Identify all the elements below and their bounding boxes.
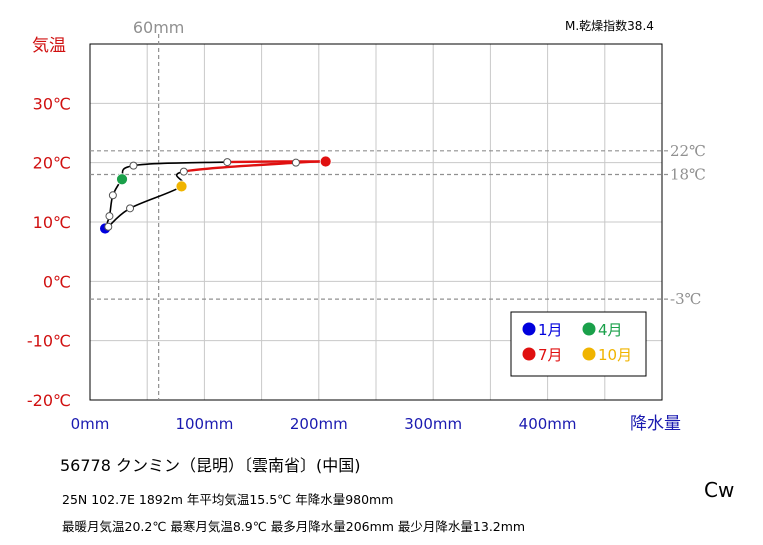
curve-segment bbox=[183, 161, 297, 173]
month-point-9 bbox=[179, 167, 188, 176]
legend-marker bbox=[522, 322, 536, 336]
month-point-8 bbox=[291, 158, 300, 167]
legend-marker bbox=[522, 347, 536, 361]
y-tick-label: 10℃ bbox=[33, 213, 71, 232]
curve-segment bbox=[129, 185, 182, 210]
y-tick-label: -20℃ bbox=[27, 391, 71, 410]
month-point-3 bbox=[108, 191, 117, 200]
legend-marker bbox=[582, 322, 596, 336]
legend-label: 7月 bbox=[538, 346, 563, 364]
station-info-line-1: 25N 102.7E 1892m 年平均気温15.5℃ 年降水量980mm bbox=[62, 492, 394, 507]
x-tick-label: 300mm bbox=[404, 415, 462, 433]
grid-lines bbox=[90, 44, 662, 400]
month-point-12 bbox=[104, 222, 113, 231]
curve-segment bbox=[133, 161, 228, 167]
x-tick-label: 100mm bbox=[175, 415, 233, 433]
ref-label-temp: -3℃ bbox=[670, 290, 701, 308]
climate-class: Cw bbox=[704, 478, 735, 502]
month-point-6 bbox=[223, 158, 232, 167]
month-point-11 bbox=[126, 204, 135, 213]
x-tick-label: 0mm bbox=[71, 415, 110, 433]
month-point-7 bbox=[319, 155, 332, 168]
y-tick-label: 20℃ bbox=[33, 154, 71, 173]
legend-label: 1月 bbox=[538, 321, 563, 339]
y-tick-label: 0℃ bbox=[43, 272, 71, 291]
month-point-2 bbox=[105, 212, 114, 221]
station-title: 56778 クンミン（昆明）〔雲南省〕(中国) bbox=[60, 456, 361, 475]
ref-label-temp: 22℃ bbox=[670, 142, 706, 160]
legend: 1月 4月 7月 10月 bbox=[510, 311, 647, 377]
legend-label: 10月 bbox=[598, 346, 632, 364]
month-point-10 bbox=[175, 180, 188, 193]
y-tick-label: 30℃ bbox=[33, 94, 71, 113]
month-point-5 bbox=[129, 161, 138, 170]
ref-label-60mm: 60mm bbox=[133, 18, 185, 37]
legend-box bbox=[510, 311, 647, 377]
plot-area bbox=[89, 43, 663, 401]
legend-marker bbox=[582, 347, 596, 361]
x-tick-label: 400mm bbox=[519, 415, 577, 433]
axis-labels: 気温 降水量 0mm 100mm 200mm 300mm 400mm 30℃ 20℃ 10℃ 0… bbox=[27, 36, 681, 434]
month-point-4 bbox=[116, 173, 128, 186]
x-axis-title: 降水量 bbox=[630, 414, 681, 434]
legend-label: 4月 bbox=[598, 321, 623, 339]
x-tick-label: 200mm bbox=[290, 415, 348, 433]
y-axis-title: 気温 bbox=[32, 36, 66, 56]
station-info-line-2: 最暖月気温20.2℃ 最寒月気温8.9℃ 最多月降水量206mm 最少月降水量1… bbox=[62, 519, 526, 534]
reference-lines: 60mm 22℃ 18℃ -3℃ bbox=[90, 18, 706, 400]
y-tick-label: -10℃ bbox=[27, 332, 71, 351]
climate-curve bbox=[99, 155, 332, 235]
ref-label-temp: 18℃ bbox=[670, 166, 706, 184]
aridity-index: M.乾燥指数38.4 bbox=[565, 19, 654, 33]
